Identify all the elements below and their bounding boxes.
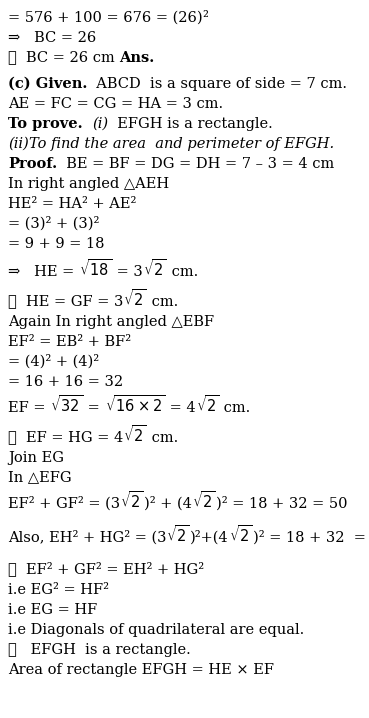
Text: = 9 + 9 = 18: = 9 + 9 = 18 xyxy=(8,236,104,251)
Text: To prove.: To prove. xyxy=(8,116,83,131)
Text: ⇒   HE =: ⇒ HE = xyxy=(8,264,79,279)
Text: ∴  EF = HG = 4: ∴ EF = HG = 4 xyxy=(8,431,123,444)
Text: $\sqrt{2}$: $\sqrt{2}$ xyxy=(192,490,215,510)
Text: EF² + GF² = (3: EF² + GF² = (3 xyxy=(8,496,120,510)
Text: To find the area  and perimeter of EFGH.: To find the area and perimeter of EFGH. xyxy=(29,136,334,151)
Text: ∴   EFGH  is a rectangle.: ∴ EFGH is a rectangle. xyxy=(8,643,191,656)
Text: EF =: EF = xyxy=(8,401,50,414)
Text: )² = 18 + 32  = 50: )² = 18 + 32 = 50 xyxy=(253,530,369,544)
Text: $\sqrt{2}$: $\sqrt{2}$ xyxy=(229,523,253,544)
Text: AE = FC = CG = HA = 3 cm.: AE = FC = CG = HA = 3 cm. xyxy=(8,96,223,111)
Text: $\sqrt{2}$: $\sqrt{2}$ xyxy=(143,258,166,279)
Text: ABCD  is a square of side = 7 cm.: ABCD is a square of side = 7 cm. xyxy=(87,77,347,90)
Text: Ans.: Ans. xyxy=(120,50,155,65)
Text: $\sqrt{2}$: $\sqrt{2}$ xyxy=(120,490,144,510)
Text: ⇒   BC = 26: ⇒ BC = 26 xyxy=(8,31,96,45)
Text: ∴  HE = GF = 3: ∴ HE = GF = 3 xyxy=(8,294,123,309)
Text: = 3: = 3 xyxy=(112,264,143,279)
Text: Join EG: Join EG xyxy=(8,451,64,465)
Text: $\sqrt{18}$: $\sqrt{18}$ xyxy=(79,258,112,279)
Text: = (3)² + (3)²: = (3)² + (3)² xyxy=(8,216,99,230)
Text: (ii): (ii) xyxy=(8,136,29,151)
Text: ²: ² xyxy=(203,11,208,24)
Text: = 576 + 100 = 676 = (26): = 576 + 100 = 676 = (26) xyxy=(8,11,203,24)
Text: i.e EG = HF: i.e EG = HF xyxy=(8,602,97,617)
Text: = 4: = 4 xyxy=(165,401,196,414)
Text: BE = BF = DG = DH = 7 – 3 = 4 cm: BE = BF = DG = DH = 7 – 3 = 4 cm xyxy=(57,157,334,171)
Text: =: = xyxy=(83,401,104,414)
Text: cm.: cm. xyxy=(147,294,179,309)
Text: $\sqrt{16\times2}$: $\sqrt{16\times2}$ xyxy=(104,393,165,414)
Text: i.e EG² = HF²: i.e EG² = HF² xyxy=(8,582,109,597)
Text: i.e Diagonals of quadrilateral are equal.: i.e Diagonals of quadrilateral are equal… xyxy=(8,623,304,637)
Text: (c) Given.: (c) Given. xyxy=(8,77,87,90)
Text: )² = 18 + 32 = 50: )² = 18 + 32 = 50 xyxy=(215,496,347,510)
Text: cm.: cm. xyxy=(220,401,251,414)
Text: = 16 + 16 = 32: = 16 + 16 = 32 xyxy=(8,375,123,388)
Text: $\sqrt{2}$: $\sqrt{2}$ xyxy=(196,393,220,414)
Text: )²+(4: )²+(4 xyxy=(190,530,229,544)
Text: EFGH is a rectangle.: EFGH is a rectangle. xyxy=(108,116,273,131)
Text: $\sqrt{2}$: $\sqrt{2}$ xyxy=(123,424,147,444)
Text: )² + (4: )² + (4 xyxy=(144,496,192,510)
Text: EF² = EB² + BF²: EF² = EB² + BF² xyxy=(8,335,131,348)
Text: Proof.: Proof. xyxy=(8,157,57,171)
Text: Again In right angled △EBF: Again In right angled △EBF xyxy=(8,314,214,329)
Text: ∴  EF² + GF² = EH² + HG²: ∴ EF² + GF² = EH² + HG² xyxy=(8,561,204,577)
Text: ∴  BC = 26 cm: ∴ BC = 26 cm xyxy=(8,50,120,65)
Text: = (4)² + (4)²: = (4)² + (4)² xyxy=(8,354,99,368)
Text: cm.: cm. xyxy=(166,264,198,279)
Text: In right angled △AEH: In right angled △AEH xyxy=(8,177,169,190)
Text: Area of rectangle EFGH = HE × EF: Area of rectangle EFGH = HE × EF xyxy=(8,663,274,676)
Text: $\sqrt{32}$: $\sqrt{32}$ xyxy=(50,393,83,414)
Text: Also, EH² + HG² = (3: Also, EH² + HG² = (3 xyxy=(8,530,166,544)
Text: $\sqrt{2}$: $\sqrt{2}$ xyxy=(123,288,147,309)
Text: HE² = HA² + AE²: HE² = HA² + AE² xyxy=(8,197,137,210)
Text: (i): (i) xyxy=(92,116,108,131)
Text: In △EFG: In △EFG xyxy=(8,470,72,485)
Text: cm.: cm. xyxy=(147,431,178,444)
Text: $\sqrt{2}$: $\sqrt{2}$ xyxy=(166,523,190,544)
